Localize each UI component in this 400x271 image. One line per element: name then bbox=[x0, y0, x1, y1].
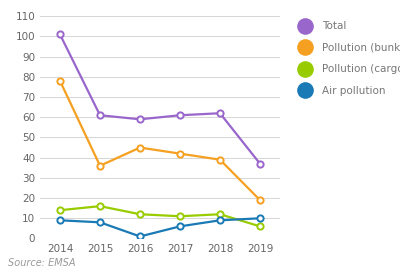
Legend: Total, Pollution (bunkers), Pollution (cargo), Air pollution: Total, Pollution (bunkers), Pollution (c… bbox=[295, 21, 400, 96]
Text: Source: EMSA: Source: EMSA bbox=[8, 258, 76, 268]
